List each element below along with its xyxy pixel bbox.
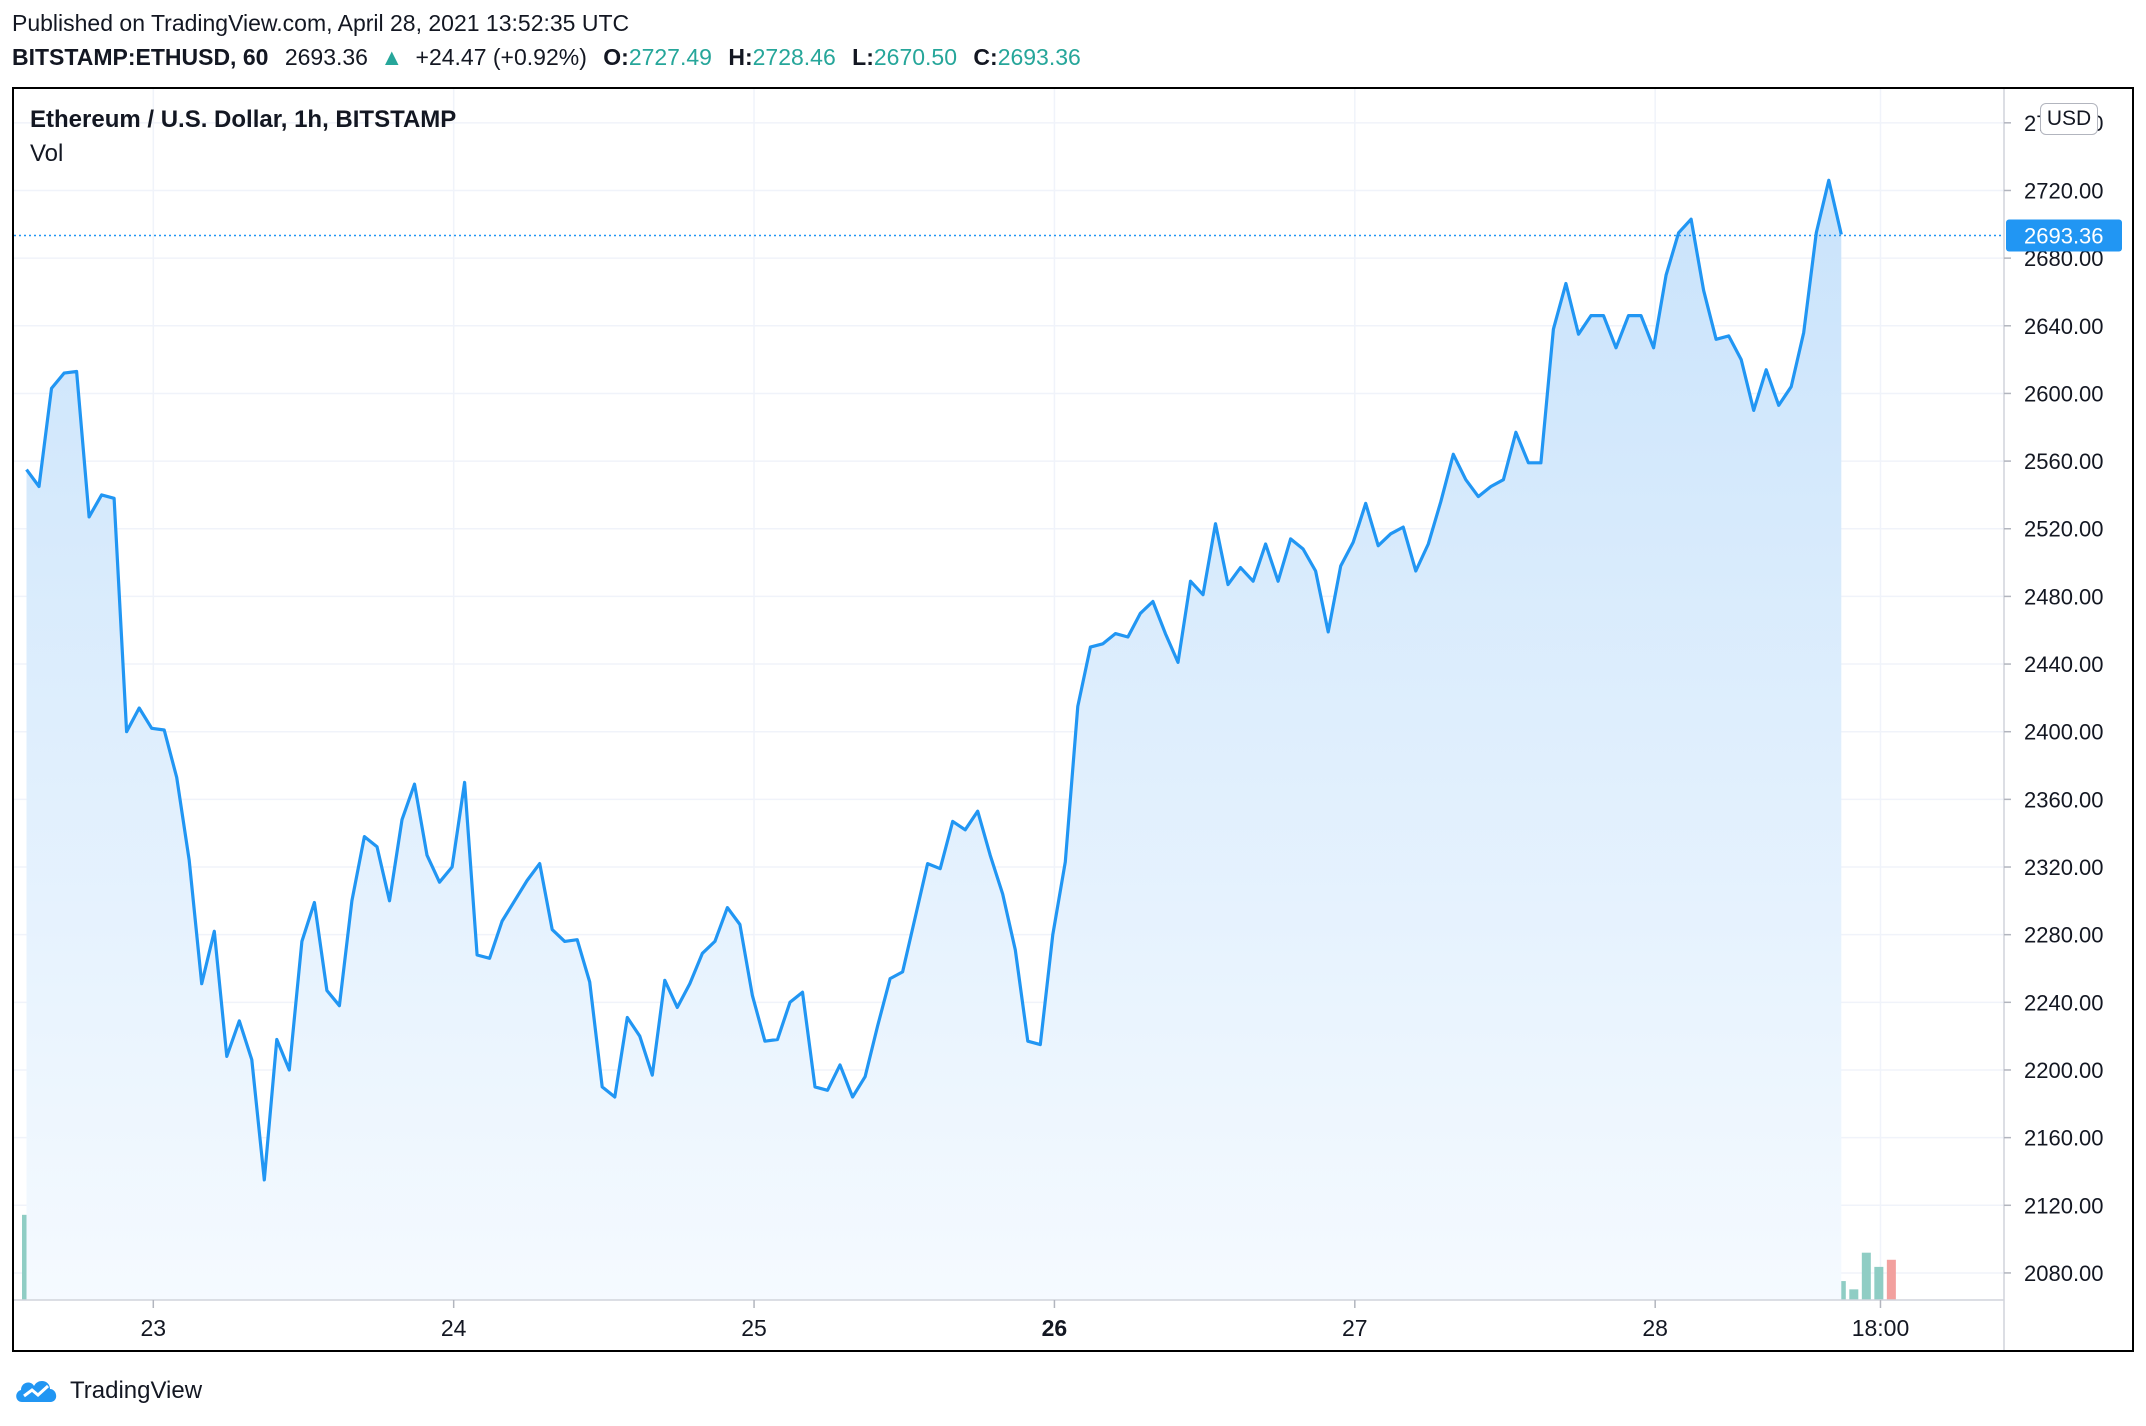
volume-label: Vol — [30, 140, 64, 167]
volume-bar — [1874, 1266, 1884, 1300]
y-tick-label: 2080.00 — [2024, 1261, 2104, 1286]
x-tick-label: 23 — [141, 1315, 167, 1341]
last-price-tag-label: 2693.36 — [2024, 224, 2104, 249]
last-price-tag — [2006, 219, 2122, 252]
high-value: 2728.46 — [752, 44, 836, 70]
chart-frame — [12, 87, 2134, 1352]
close-value: 2693.36 — [997, 44, 1081, 70]
y-tick-label: 2120.00 — [2024, 1193, 2104, 1218]
footer-brand: TradingView — [70, 1377, 203, 1404]
chart-title: Ethereum / U.S. Dollar, 1h, BITSTAMP — [30, 106, 457, 133]
x-tick-label: 24 — [441, 1315, 467, 1341]
cloud-logo-icon — [16, 1380, 57, 1402]
y-tick-label: 2400.00 — [2024, 720, 2104, 745]
high-label: H: — [728, 44, 753, 70]
y-tick-label: 2720.00 — [2024, 178, 2104, 203]
x-tick-label: 25 — [741, 1315, 767, 1341]
y-tick-label: 2480.00 — [2024, 584, 2104, 609]
open-label: O: — [603, 44, 629, 70]
y-tick-label: 2160.00 — [2024, 1126, 2104, 1151]
open-value: 2727.49 — [628, 44, 712, 70]
y-tick-label: 2360.00 — [2024, 787, 2104, 812]
price-line — [25, 178, 1843, 1182]
y-tick-label: 2520.00 — [2024, 517, 2104, 542]
y-tick-label: 2200.00 — [2024, 1058, 2104, 1083]
y-tick-label: 2560.00 — [2024, 449, 2104, 474]
price-change: +24.47 (+0.92%) — [415, 44, 587, 70]
price-area — [26, 180, 1842, 1300]
y-tick-label: 2280.00 — [2024, 923, 2104, 948]
x-tick-label: 26 — [1042, 1315, 1068, 1341]
x-tick-label: 18:00 — [1852, 1315, 1910, 1341]
x-tick-label: 27 — [1342, 1315, 1368, 1341]
tradingview-logo[interactable]: TradingView — [12, 1374, 202, 1408]
currency-button[interactable]: USD — [2040, 103, 2098, 135]
x-tick-label: 28 — [1642, 1315, 1668, 1341]
y-tick-label: 2240.00 — [2024, 990, 2104, 1015]
low-value: 2670.50 — [873, 44, 958, 70]
symbol-name: BITSTAMP:ETHUSD, 60 — [12, 44, 269, 70]
volume-bar — [1849, 1289, 1859, 1300]
symbol-legend: BITSTAMP:ETHUSD, 60 2693.36 ▲ +24.47 (+0… — [12, 44, 1081, 71]
low-label: L: — [852, 44, 874, 70]
y-tick-label: 2440.00 — [2024, 652, 2104, 677]
y-tick-label: 2320.00 — [2024, 855, 2104, 880]
close-label: C: — [973, 44, 998, 70]
published-info: Published on TradingView.com, April 28, … — [12, 10, 630, 36]
up-triangle-icon: ▲ — [380, 44, 404, 70]
volume-bar — [1886, 1259, 1896, 1300]
y-tick-label: 2600.00 — [2024, 381, 2104, 406]
y-tick-label: 2640.00 — [2024, 314, 2104, 339]
last-price: 2693.36 — [284, 44, 368, 70]
volume-bar — [1861, 1252, 1871, 1300]
